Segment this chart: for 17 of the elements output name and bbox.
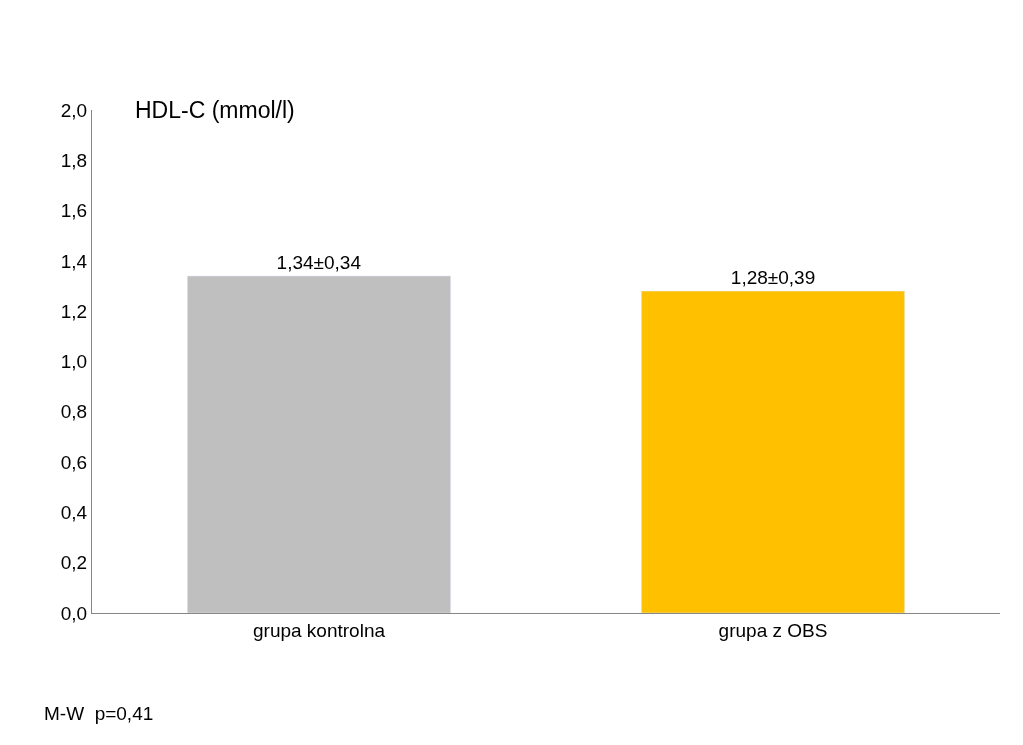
y-tick-label: 1,6 (60, 200, 88, 222)
data-label: 1,34±0,34 (276, 251, 362, 273)
y-tick-label: 0,8 (60, 401, 88, 423)
y-tick-label: 0,4 (60, 502, 88, 524)
y-axis-title: HDL-C (mmol/l) (135, 97, 295, 123)
data-label: 1,28±0,39 (730, 267, 816, 289)
y-tick-label: 0,2 (60, 552, 88, 574)
y-tick-label: 1,2 (60, 300, 88, 322)
y-tick-label: 0,0 (60, 602, 88, 624)
y-tick-label: 2,0 (60, 99, 88, 121)
x-tick-label: grupa z OBS (718, 619, 828, 641)
x-tick-label: grupa kontrolna (252, 619, 386, 641)
y-tick-label: 1,4 (60, 250, 88, 272)
y-tick-label: 1,8 (60, 149, 88, 171)
text: M-W p=0,41 (44, 703, 154, 724)
y-tick-label: 1,0 (60, 351, 88, 373)
y-tick-label: 0,6 (60, 451, 88, 473)
